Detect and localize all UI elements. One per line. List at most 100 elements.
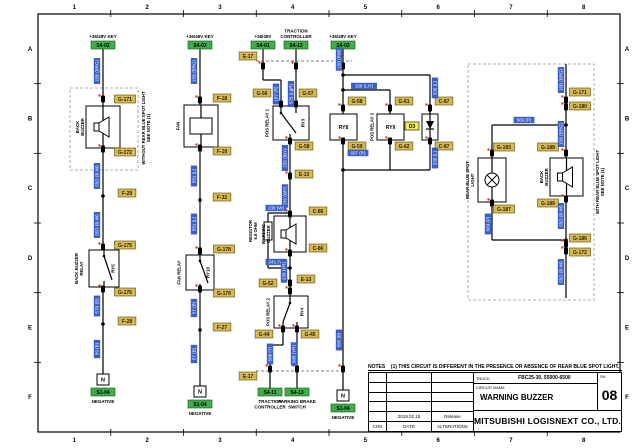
back-buzzer-relay-label: BACK BUZZER RELAY xyxy=(74,252,84,284)
terminal-label: NEGATIVE xyxy=(332,415,355,420)
connector-pin xyxy=(198,144,202,152)
motor-icon xyxy=(189,117,213,135)
terminal-box xyxy=(330,403,356,413)
connector-code-G-171: G-171 xyxy=(569,87,591,97)
connector-code-G-178: G-178 xyxy=(213,244,235,254)
wire-label-text: 235 (WY) xyxy=(283,186,288,206)
connector-code-box xyxy=(308,243,328,253)
wire-label: 576 (LgR) xyxy=(287,81,295,107)
terminal-S4-13: S4-13 xyxy=(284,387,310,397)
wire-label-box xyxy=(484,213,492,235)
wire-label: 235 (BrY) xyxy=(281,145,289,171)
revision-table: 2019.02.15 Release CHG DATE ALTERATIONS xyxy=(369,373,474,431)
connector-pin xyxy=(564,96,568,104)
grid-row-label-right: C xyxy=(625,186,630,192)
connector-code-box xyxy=(212,192,232,202)
pin-number-mark xyxy=(98,284,101,287)
diode-icon xyxy=(426,121,434,129)
connector-code-G-172: G-172 xyxy=(569,247,591,257)
option-note: WITH REAR BLUE SPOT LIGHT SEE NOTE (1) xyxy=(595,150,605,215)
wire-label: 55D (B-W) xyxy=(557,259,565,285)
connector-code-box xyxy=(537,198,559,208)
wire-label: 595 (B) xyxy=(335,329,343,351)
wire-label: 241 (Y) xyxy=(265,258,287,266)
connector-pin xyxy=(341,137,345,145)
grid-row-label-right: A xyxy=(625,47,630,53)
negative-terminal-icon: N xyxy=(336,389,350,402)
wire-label-box xyxy=(287,81,295,107)
junction-dot xyxy=(341,73,345,77)
speaker-icon xyxy=(280,229,287,239)
connector-code-text: G-179 xyxy=(217,291,231,297)
release-date: 2019.02.15 xyxy=(387,412,432,422)
wire-label-text: 150 (RW) xyxy=(337,49,342,69)
resistor-icon xyxy=(263,221,273,241)
connector-pin xyxy=(268,365,272,373)
pin-number-mark xyxy=(292,324,295,327)
terminal-box xyxy=(250,40,276,50)
connector-code-box xyxy=(114,94,136,104)
fan-label-line: FAN xyxy=(176,122,181,131)
terminal-label: NEGATIVE xyxy=(189,411,212,416)
junction-dot xyxy=(341,88,345,92)
connector-code-box xyxy=(254,329,274,339)
connector-pin xyxy=(288,172,292,180)
connector-pin xyxy=(101,145,105,153)
wire-label-text: 241 (Y) xyxy=(269,260,284,265)
rear-blue-spot-light-label: REAR BLUE SPOT LIGHT xyxy=(465,161,475,199)
connector-code-box xyxy=(212,322,232,332)
wire-label: 569 (P) xyxy=(484,213,492,235)
revision-row xyxy=(369,373,473,382)
connector-pin xyxy=(294,100,298,108)
connector-code-text: G-56 xyxy=(256,91,267,97)
wire-label-text: 57 (B) xyxy=(192,347,197,360)
title-info: TRUCK FBC25-30, 55000-6500 CIRCUIT NAME … xyxy=(473,373,621,431)
part-tag-box xyxy=(404,121,420,131)
pos-relay-3-label-line: POS RELAY 3 xyxy=(370,112,375,141)
junction-dot xyxy=(341,168,345,172)
notes-label: NOTES xyxy=(368,364,386,370)
connector-code-text: G-62 xyxy=(398,144,409,150)
option-note-line: WITH REAR BLUE SPOT LIGHT xyxy=(595,150,600,215)
wire-label-box xyxy=(557,203,565,229)
terminal-code: S1-04 xyxy=(336,406,350,412)
terminal-S4-01: S4-01 xyxy=(250,40,276,50)
notes-line: NOTES (1) THIS CIRCUIT IS DIFFERENT IN T… xyxy=(368,364,622,371)
grid-col-label-bottom: 4 xyxy=(291,438,295,444)
back-buzzer-relay-label-line: RELAY xyxy=(79,261,84,275)
connector-code-text: F-28 xyxy=(122,319,133,325)
terminal-label: +36/48V KEY xyxy=(89,34,116,39)
connector-code-text: G-58 xyxy=(298,144,309,150)
wire-label: 57 (B) xyxy=(190,344,198,364)
connector-code-E-13: E-13 xyxy=(296,274,316,284)
connector-code-text: G-189 xyxy=(541,201,555,207)
pin-number-mark xyxy=(338,364,341,367)
wire-label-box xyxy=(190,213,198,235)
wire-label-box xyxy=(190,344,198,364)
resistor-label-line: 5.6 OHM xyxy=(253,222,258,240)
terminal-label: +36/48V xyxy=(255,34,272,39)
pin-number-mark xyxy=(195,284,198,287)
wire-label-box xyxy=(347,149,369,157)
connector-code-text: E-17 xyxy=(243,374,254,380)
connector-code-text: G-188 xyxy=(541,145,555,151)
junction-dot xyxy=(101,322,105,326)
connector-code-F-18: F-18 xyxy=(212,146,232,156)
wire-label: 55D (B-W) xyxy=(93,163,101,189)
junction-dot xyxy=(198,198,202,202)
speaker-horn-icon xyxy=(285,223,297,245)
terminal-S4-02: S4-02 xyxy=(187,40,213,50)
junction-dot xyxy=(101,194,105,198)
wire-label: 581 (L) xyxy=(190,165,198,187)
pin-number-mark xyxy=(561,95,564,98)
connector-pin xyxy=(564,240,568,248)
pos-relay-2-label: POS RELAY 2 xyxy=(266,297,271,326)
title-block: 2019.02.15 Release CHG DATE ALTERATIONS … xyxy=(368,372,622,432)
circuit-name: WARNING BUZZER xyxy=(479,393,554,402)
grid-row-label-right: B xyxy=(625,117,630,123)
connector-pin xyxy=(294,62,298,70)
wire-label-text: 230 (W) xyxy=(268,206,285,211)
connector-code-text: F-27 xyxy=(217,325,228,331)
connector-code-box xyxy=(238,371,258,381)
terminal-code: S4-03 xyxy=(336,43,350,49)
